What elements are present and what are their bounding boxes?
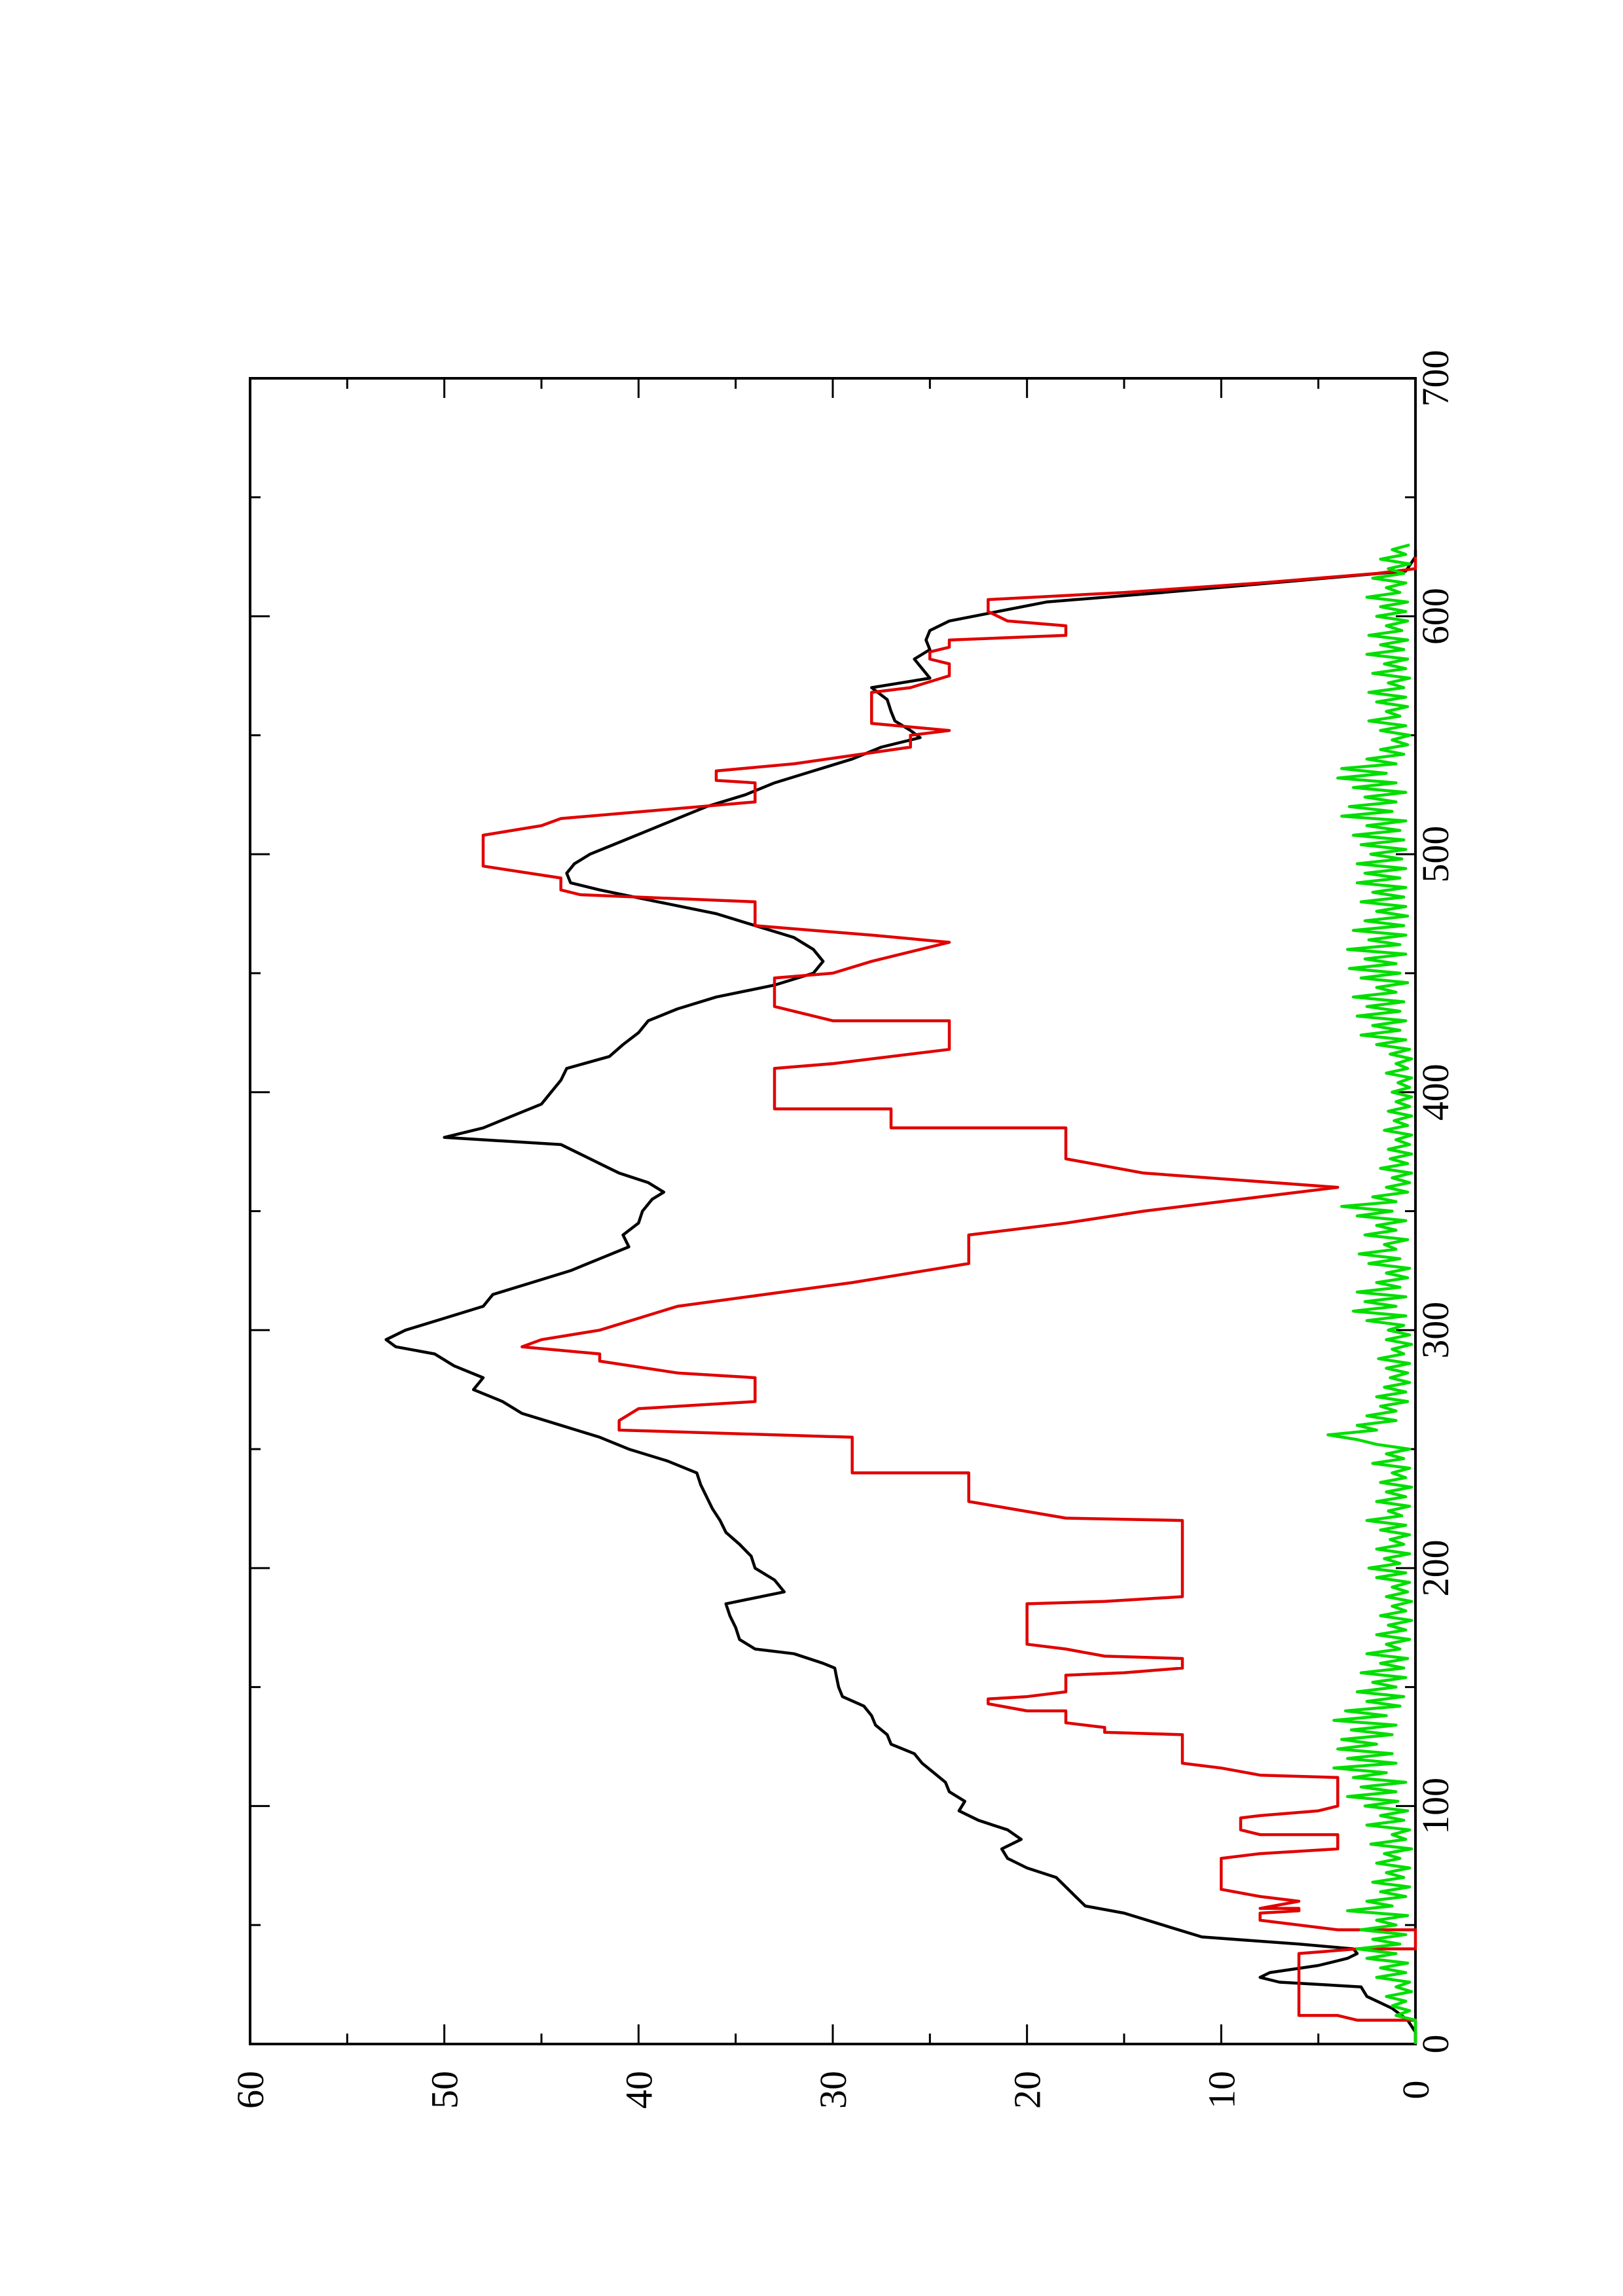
series-line-1 [384,549,1417,2044]
plot-frame [249,377,1417,2045]
tick-labels: 0 100 200 300 400 500 600 700 0 10 20 30 40 50 60 [229,350,1457,2109]
y-tick-label: 40 [617,2071,660,2109]
y-tick-label: 10 [1200,2071,1243,2109]
axis-ticks [249,377,1417,2045]
y-tick-label: 20 [1006,2071,1049,2109]
y-tick-label: 50 [424,2071,466,2109]
x-tick-label: 600 [1414,588,1457,645]
x-tick-label: 100 [1414,1778,1457,1835]
data-series [384,543,1417,2044]
x-tick-label: 300 [1414,1302,1457,1359]
x-tick-label: 200 [1414,1539,1457,1596]
series-line-3 [1326,543,1417,2044]
y-tick-label: 30 [812,2071,854,2109]
x-tick-label: 700 [1414,350,1457,407]
y-tick-label: 0 [1395,2081,1437,2100]
series-line-2 [481,556,1417,2044]
x-tick-label: 400 [1414,1064,1457,1121]
x-tick-label: 500 [1414,826,1457,883]
y-tick-label: 60 [229,2071,272,2109]
x-tick-label: 0 [1414,2035,1457,2054]
